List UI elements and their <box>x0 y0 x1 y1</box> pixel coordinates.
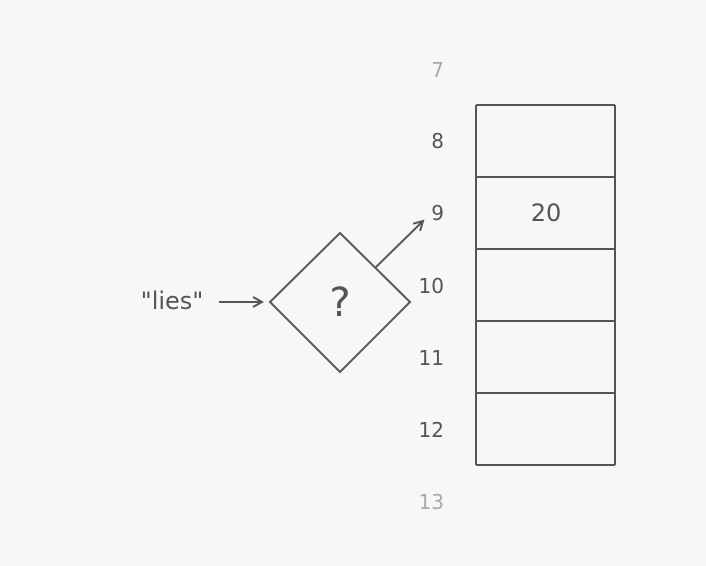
row-index-label: 9 <box>431 201 444 225</box>
cell-value: 20 <box>531 199 562 227</box>
input-key-label: "lies" <box>141 287 204 315</box>
row-index-label: 13 <box>419 490 444 514</box>
cell-values: 20 <box>531 199 562 227</box>
row-separators <box>476 104 615 466</box>
table-rails <box>475 34 616 535</box>
row-index-labels: 7 8 9 10 11 12 13 <box>419 58 444 514</box>
row-index-label: 8 <box>431 129 444 153</box>
output-arrow <box>375 221 423 268</box>
row-index-label: 10 <box>419 274 444 298</box>
row-index-label: 11 <box>419 346 444 370</box>
hash-function-symbol: ? <box>329 280 350 326</box>
row-index-label: 12 <box>419 418 444 442</box>
hash-function-diamond <box>268 231 412 374</box>
hash-function: ? <box>268 231 412 374</box>
row-index-label: 7 <box>431 58 444 82</box>
